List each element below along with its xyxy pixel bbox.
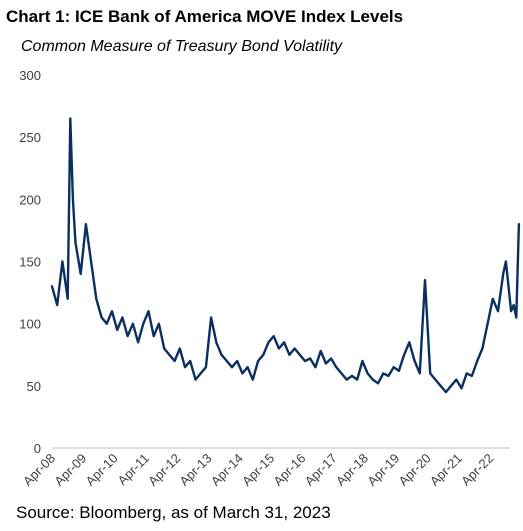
- y-tick-label: 250: [19, 130, 41, 145]
- x-tick-label: Apr-11: [115, 451, 153, 489]
- x-tick-label: Apr-15: [239, 451, 277, 489]
- chart-title: Chart 1: ICE Bank of America MOVE Index …: [6, 7, 404, 26]
- chart-subtitle: Common Measure of Treasury Bond Volatili…: [21, 38, 343, 55]
- y-tick-label: 150: [19, 255, 41, 270]
- x-axis: Apr-08Apr-09Apr-10Apr-11Apr-12Apr-13Apr-…: [20, 447, 510, 489]
- x-tick-label: Apr-19: [364, 451, 402, 489]
- y-tick-label: 300: [19, 68, 41, 83]
- x-tick-label: Apr-13: [176, 451, 214, 489]
- x-tick-label: Apr-10: [83, 451, 121, 489]
- plot-area: [50, 117, 521, 394]
- x-tick-label: Apr-20: [396, 451, 434, 489]
- x-tick-label: Apr-12: [145, 451, 183, 489]
- x-tick-label: Apr-08: [20, 451, 58, 489]
- x-tick-label: Apr-16: [270, 451, 308, 489]
- x-tick-label: Apr-14: [208, 451, 246, 489]
- x-tick-label: Apr-18: [333, 451, 371, 489]
- y-tick-label: 200: [19, 192, 41, 207]
- y-tick-label: 100: [19, 317, 41, 332]
- x-tick-label: Apr-21: [427, 451, 465, 489]
- y-axis: 0 50 100 150 200 250 300: [19, 68, 41, 456]
- x-tick-label: Apr-17: [302, 451, 340, 489]
- x-tick-label: Apr-22: [458, 451, 496, 489]
- chart-source: Source: Bloomberg, as of March 31, 2023: [16, 503, 331, 522]
- y-tick-label: 0: [34, 441, 41, 456]
- move-index-series-line: [50, 117, 521, 394]
- x-tick-label: Apr-09: [51, 451, 89, 489]
- y-tick-label: 50: [27, 379, 41, 394]
